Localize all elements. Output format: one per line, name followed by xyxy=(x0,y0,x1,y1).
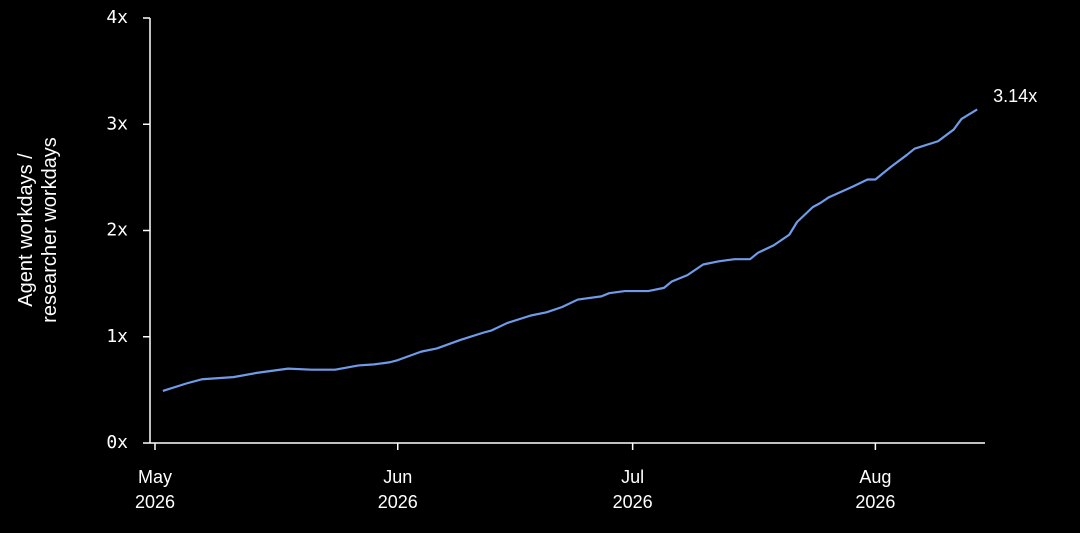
y-tick-label: 4x xyxy=(106,7,128,28)
x-tick-label: Aug 2026 xyxy=(855,467,896,512)
y-tick-label: 0x xyxy=(106,432,128,453)
x-tick-label: Jul 2026 xyxy=(612,467,653,512)
x-tick-label: Jun 2026 xyxy=(377,467,418,512)
series-line xyxy=(162,108,978,392)
y-axis-label: Agent workdays / researcher workdays xyxy=(15,137,61,323)
y-tick-label: 1x xyxy=(106,326,128,347)
x-tick-label: May 2026 xyxy=(134,467,176,512)
end-label: 3.14x xyxy=(993,86,1038,107)
y-tick-label: 3x xyxy=(106,113,128,134)
y-tick-label: 2x xyxy=(106,220,128,241)
